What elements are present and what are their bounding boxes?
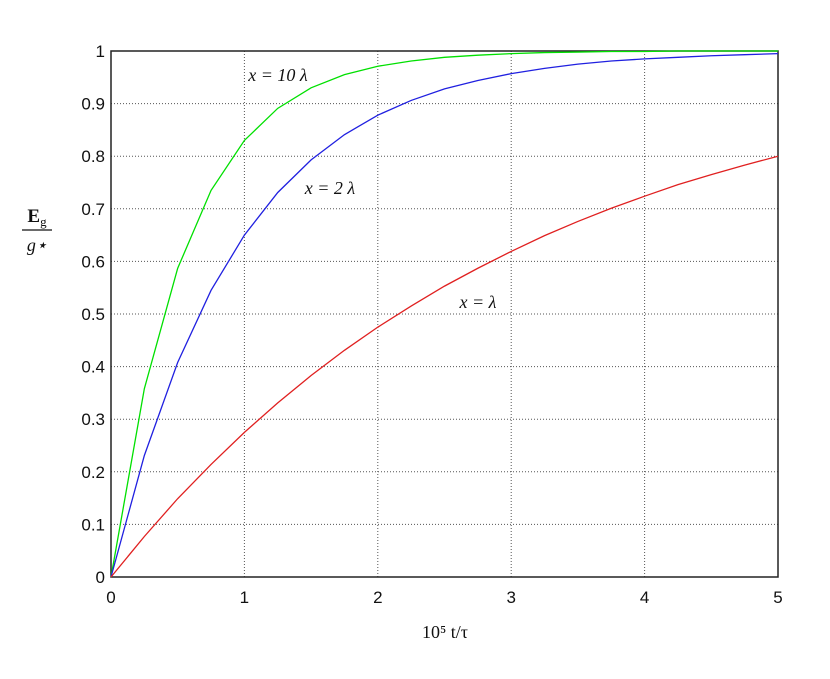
curve-annotation: x = λ bbox=[459, 292, 497, 312]
x-tick-label: 5 bbox=[773, 588, 782, 607]
x-tick-label: 0 bbox=[106, 588, 115, 607]
x-tick-label: 2 bbox=[373, 588, 382, 607]
y-tick-label: 1 bbox=[96, 42, 105, 61]
y-tick-label: 0.9 bbox=[81, 95, 105, 114]
series-line bbox=[110, 52, 779, 578]
y-tick-label: 0.7 bbox=[81, 200, 105, 219]
plot-frame bbox=[110, 50, 779, 578]
x-tick-label: 4 bbox=[640, 588, 649, 607]
curve-annotation: x = 10 λ bbox=[247, 65, 308, 85]
y-tick-label: 0.3 bbox=[81, 410, 105, 429]
x-tick-label: 3 bbox=[506, 588, 515, 607]
y-tick-label: 0.5 bbox=[81, 305, 105, 324]
y-tick-label: 0.8 bbox=[81, 147, 105, 166]
y-label-base: E bbox=[27, 206, 40, 227]
series-line bbox=[110, 50, 778, 578]
y-label-sub: g bbox=[40, 214, 47, 229]
curve-annotation: x = 2 λ bbox=[304, 178, 356, 198]
y-tick-label: 0.2 bbox=[81, 463, 105, 482]
y-label-numerator: Eg bbox=[27, 206, 47, 229]
y-tick-label: 0.4 bbox=[81, 358, 105, 377]
y-label-denominator: g⋆ bbox=[27, 235, 47, 255]
x-tick-label: 1 bbox=[240, 588, 249, 607]
x-axis-label: 10⁵ t/τ bbox=[422, 622, 468, 642]
y-tick-label: 0.6 bbox=[81, 252, 105, 271]
y-tick-label: 0.1 bbox=[81, 515, 105, 534]
series-line bbox=[110, 155, 779, 578]
y-tick-label: 0 bbox=[96, 568, 105, 587]
